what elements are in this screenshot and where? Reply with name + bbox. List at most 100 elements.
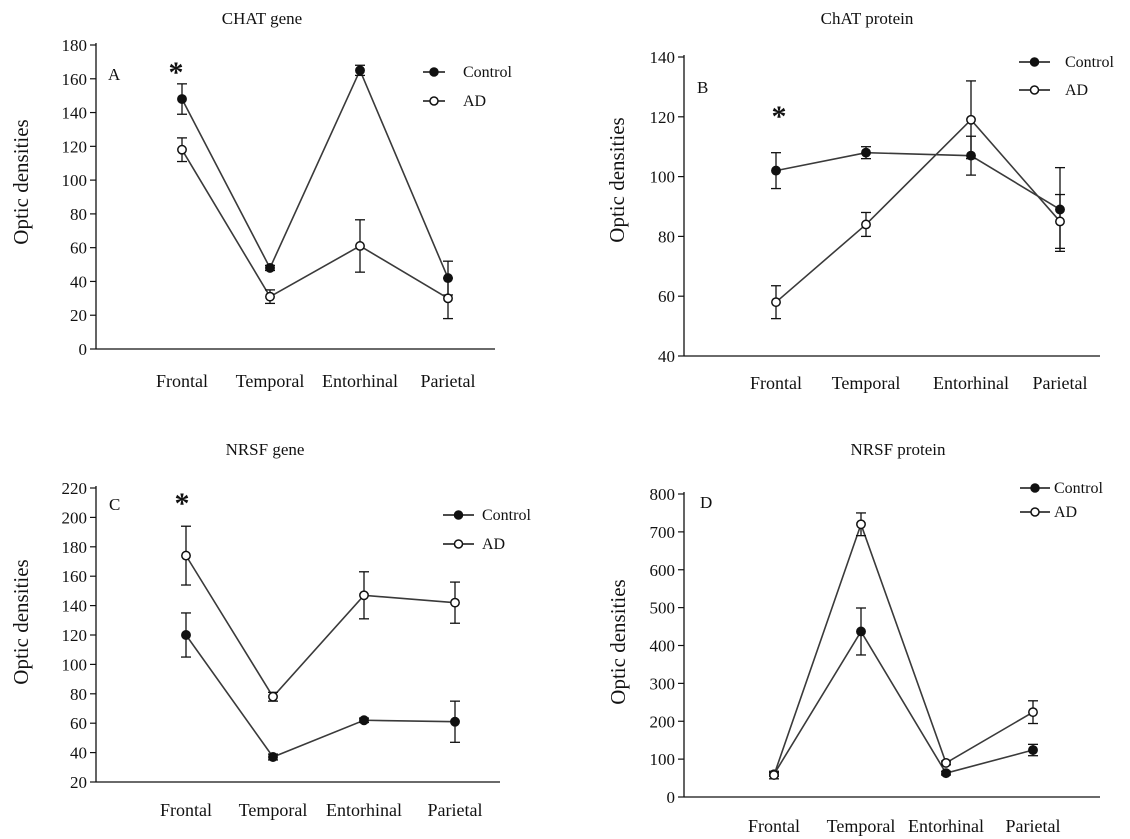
y-axis-label: Optic densities [9, 119, 33, 244]
series-line [773, 521, 1034, 776]
chart-panel-a: CHAT gene 0 20 40 60 80 100 120 140 160 180 Optic d… [9, 9, 512, 391]
y-tick-label: 100 [650, 750, 676, 769]
y-tick-label: 120 [62, 137, 88, 156]
y-tick-label: 200 [62, 508, 88, 527]
y-tick-label: 180 [62, 36, 88, 55]
x-category-label: Parietal [1006, 816, 1061, 836]
series-control [177, 64, 453, 296]
series-line [775, 151, 1061, 211]
series-line [775, 118, 1061, 303]
data-point-ad [181, 550, 191, 561]
chart-title: ChAT protein [821, 9, 914, 28]
y-tick-label: 200 [650, 712, 676, 731]
legend-marker [453, 510, 464, 520]
x-category-label: Temporal [827, 816, 896, 836]
x-category-label: Temporal [832, 373, 901, 393]
y-tick-label: 40 [70, 744, 87, 763]
y-tick-label: 140 [650, 48, 676, 67]
y-axis-label: Optic densities [605, 117, 629, 242]
legend-marker [1029, 85, 1040, 95]
legend-marker [429, 67, 439, 77]
series-ad [769, 512, 1038, 780]
y-tick-label: 700 [650, 523, 676, 542]
legend-marker [1030, 483, 1040, 493]
data-point-ad [359, 590, 369, 601]
data-point-control [1028, 745, 1038, 755]
data-point-ad [450, 597, 460, 608]
data-point-control [355, 65, 365, 76]
chart-panel-d: NRSF protein 0 100 200 300 400 500 600 700 800 Opt… [606, 440, 1103, 836]
chart-title: CHAT gene [222, 9, 302, 28]
y-tick-label: 220 [62, 479, 88, 498]
x-category-label: Entorhinal [933, 373, 1009, 393]
y-tick-label: 600 [650, 561, 676, 580]
x-category-label: Entorhinal [322, 371, 398, 391]
data-point-control [181, 630, 191, 640]
x-category-label: Entorhinal [908, 816, 984, 836]
x-category-label: Frontal [748, 816, 800, 836]
data-point-control [359, 715, 369, 726]
data-point-ad [966, 114, 976, 125]
legend-label: AD [1054, 504, 1077, 521]
x-category-label: Temporal [236, 371, 305, 391]
y-tick-label: 40 [658, 347, 675, 366]
data-point-ad [1055, 216, 1065, 227]
y-tick-label: 80 [70, 685, 87, 704]
y-tick-label: 40 [70, 272, 87, 291]
series-line [181, 149, 449, 300]
data-point-ad [769, 770, 779, 780]
significance-asterisk: * [175, 487, 190, 520]
y-axis-label: Optic densities [9, 559, 33, 684]
y-tick-label: 80 [70, 205, 87, 224]
y-tick-label: 300 [650, 674, 676, 693]
series-control [771, 135, 1065, 253]
y-tick-label: 400 [650, 637, 676, 656]
legend-marker [1030, 507, 1040, 517]
significance-asterisk: * [169, 56, 184, 89]
y-tick-label: 500 [650, 599, 676, 618]
data-point-control [265, 262, 275, 273]
series-line [181, 68, 449, 279]
panel-letter: A [108, 65, 121, 84]
x-category-label: Parietal [428, 800, 483, 820]
series-ad [177, 137, 453, 320]
legend-label: AD [482, 536, 505, 553]
series-control [769, 607, 1038, 780]
data-point-control [268, 752, 278, 762]
data-point-ad [856, 519, 866, 530]
legend-label: Control [482, 507, 531, 524]
data-point-ad [177, 144, 187, 155]
y-tick-label: 100 [62, 655, 88, 674]
data-point-control [450, 716, 460, 727]
x-category-label: Temporal [239, 800, 308, 820]
y-tick-label: 180 [62, 538, 88, 557]
data-point-control [771, 165, 781, 176]
y-tick-label: 800 [650, 485, 676, 504]
x-category-label: Parietal [1033, 373, 1088, 393]
y-tick-label: 80 [658, 227, 675, 246]
chart-title: NRSF gene [226, 440, 305, 459]
legend-marker [429, 96, 439, 106]
data-point-ad [771, 297, 781, 308]
y-tick-label: 120 [62, 626, 88, 645]
legend-label: Control [1054, 480, 1103, 497]
chart-panel-c: NRSF gene 20 40 60 80 100 120 140 160 180 200 220 Op… [9, 440, 531, 820]
x-category-label: Frontal [160, 800, 212, 820]
legend-label: Control [463, 64, 512, 81]
data-point-ad [1028, 707, 1038, 718]
data-point-control [177, 94, 187, 104]
y-tick-label: 140 [62, 104, 88, 123]
series-control [181, 612, 460, 762]
legend-label: Control [1065, 54, 1114, 71]
series-ad [181, 525, 460, 702]
data-point-control [856, 626, 866, 637]
y-axis-label: Optic densities [606, 579, 630, 704]
data-point-ad [941, 757, 951, 768]
y-tick-label: 20 [70, 306, 87, 325]
data-point-control [861, 147, 871, 158]
legend-marker [453, 539, 464, 549]
legend-marker [1029, 57, 1040, 67]
panel-letter: C [109, 495, 120, 514]
y-tick-label: 100 [650, 168, 676, 187]
